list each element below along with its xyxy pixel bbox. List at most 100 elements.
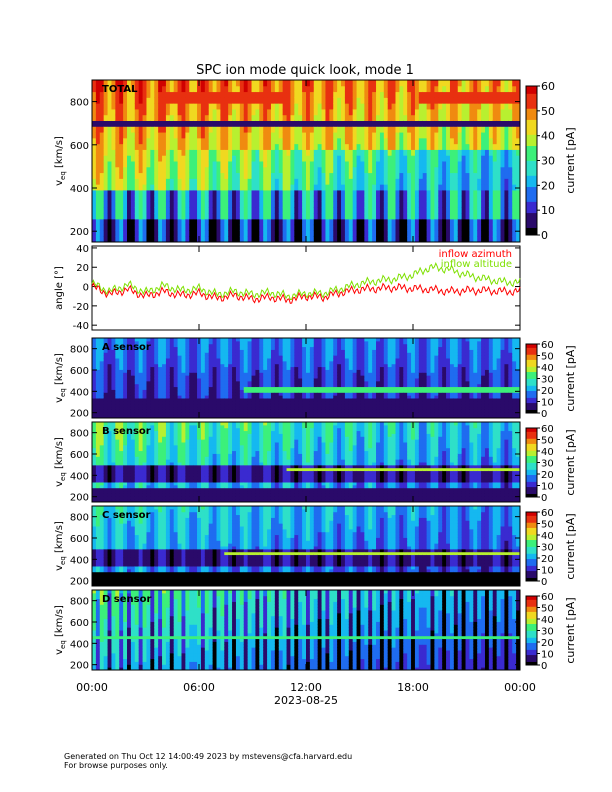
heatmap-cell (181, 409, 186, 413)
heatmap-cell (119, 149, 124, 156)
heatmap-cell (302, 346, 307, 350)
heatmap-cell (103, 132, 109, 139)
heatmap-cell (333, 340, 338, 345)
heatmap-cell (333, 213, 338, 220)
heatmap-cell (185, 218, 190, 226)
heatmap-cell (298, 340, 303, 345)
heatmap-cell (154, 184, 159, 191)
heatmap-cell (173, 383, 179, 388)
heatmap-cell (232, 97, 237, 104)
colorbar-step (526, 197, 537, 202)
heatmap-cell (95, 230, 101, 237)
heatmap-cell (383, 149, 389, 156)
heatmap-cell (197, 363, 202, 368)
heatmap-cell (177, 355, 182, 359)
heatmap-cell (325, 126, 330, 133)
heatmap-cell (274, 108, 280, 116)
heatmap-cell (430, 114, 435, 121)
heatmap-cell (278, 343, 284, 348)
heatmap-cell (150, 166, 155, 174)
heatmap-cell (290, 395, 295, 399)
heatmap-cell (422, 166, 428, 174)
heatmap-cell (103, 363, 109, 368)
heatmap-cell (127, 236, 132, 243)
heatmap-cell (368, 149, 373, 156)
heatmap-cell (484, 195, 490, 202)
heatmap-cell (243, 372, 249, 376)
heatmap-cell (449, 85, 455, 93)
heatmap-cell (169, 415, 175, 419)
heatmap-cell (504, 108, 509, 116)
heatmap-cell (298, 195, 303, 202)
heatmap-cell (364, 207, 369, 214)
heatmap-cell (158, 80, 163, 87)
heatmap-cell (150, 218, 155, 226)
heatmap-cell (181, 108, 186, 116)
heatmap-cell (189, 161, 194, 168)
heatmap-cell (356, 230, 361, 237)
heatmap-cell (298, 409, 303, 413)
heatmap-cell (492, 132, 498, 139)
heatmap-cell (142, 360, 147, 365)
heatmap-cell (391, 97, 396, 104)
heatmap-cell (484, 85, 490, 93)
heatmap-cell (185, 172, 190, 179)
heatmap-cell (165, 207, 171, 214)
colorbar-step (526, 205, 537, 210)
heatmap-cell (286, 383, 291, 388)
heatmap-cell (278, 415, 284, 419)
heatmap-cell (99, 224, 105, 231)
heatmap-cell (274, 400, 280, 405)
colorbar-step (526, 153, 537, 158)
heatmap-cell (111, 155, 116, 162)
heatmap-cell (309, 172, 315, 179)
heatmap-cell (247, 406, 253, 410)
heatmap-cell (309, 97, 315, 104)
heatmap-cell (407, 126, 412, 133)
heatmap-cell (99, 383, 105, 388)
heatmap-cell (239, 80, 245, 87)
heatmap-cell (282, 412, 288, 416)
heatmap-cell (130, 132, 136, 139)
heatmap-cell (154, 236, 159, 243)
heatmap-cell (422, 137, 428, 145)
heatmap-cell (512, 103, 517, 110)
heatmap-cell (449, 172, 455, 179)
heatmap-cell (302, 218, 307, 226)
heatmap-cell (430, 224, 435, 231)
colorbar-tick-label: 40 (541, 130, 555, 143)
heatmap-cell (200, 349, 206, 353)
heatmap-cell (294, 218, 299, 226)
heatmap-cell (177, 380, 182, 385)
heatmap-cell (255, 392, 260, 396)
heatmap-cell (329, 80, 334, 87)
heatmap-cell (169, 349, 175, 353)
heatmap-cell (173, 213, 179, 220)
heatmap-cell (341, 400, 346, 405)
heatmap-cell (278, 184, 284, 191)
heatmap-cell (360, 213, 365, 220)
heatmap-cell (204, 360, 210, 365)
heatmap-cell (200, 184, 206, 191)
heatmap-cell (107, 207, 112, 214)
heatmap-cell (115, 195, 120, 202)
heatmap-cell (138, 346, 144, 350)
heatmap-cell (282, 395, 288, 399)
heatmap-cell (146, 375, 151, 379)
heatmap-cell (169, 346, 175, 350)
heatmap-cell (481, 132, 486, 139)
heatmap-cell (173, 126, 179, 133)
heatmap-cell (341, 386, 346, 390)
heatmap-cell (298, 358, 303, 362)
heatmap-cell (403, 80, 408, 87)
heatmap-cell (197, 149, 202, 156)
heatmap-cell (457, 97, 463, 104)
heatmap-cell (243, 406, 249, 410)
heatmap-cell (146, 380, 151, 385)
heatmap-cell (146, 343, 151, 348)
heatmap-cell (208, 172, 214, 179)
heatmap-cell (434, 126, 439, 133)
heatmap-cell (127, 380, 132, 385)
heatmap-cell (329, 155, 334, 162)
heatmap-cell (329, 383, 334, 388)
